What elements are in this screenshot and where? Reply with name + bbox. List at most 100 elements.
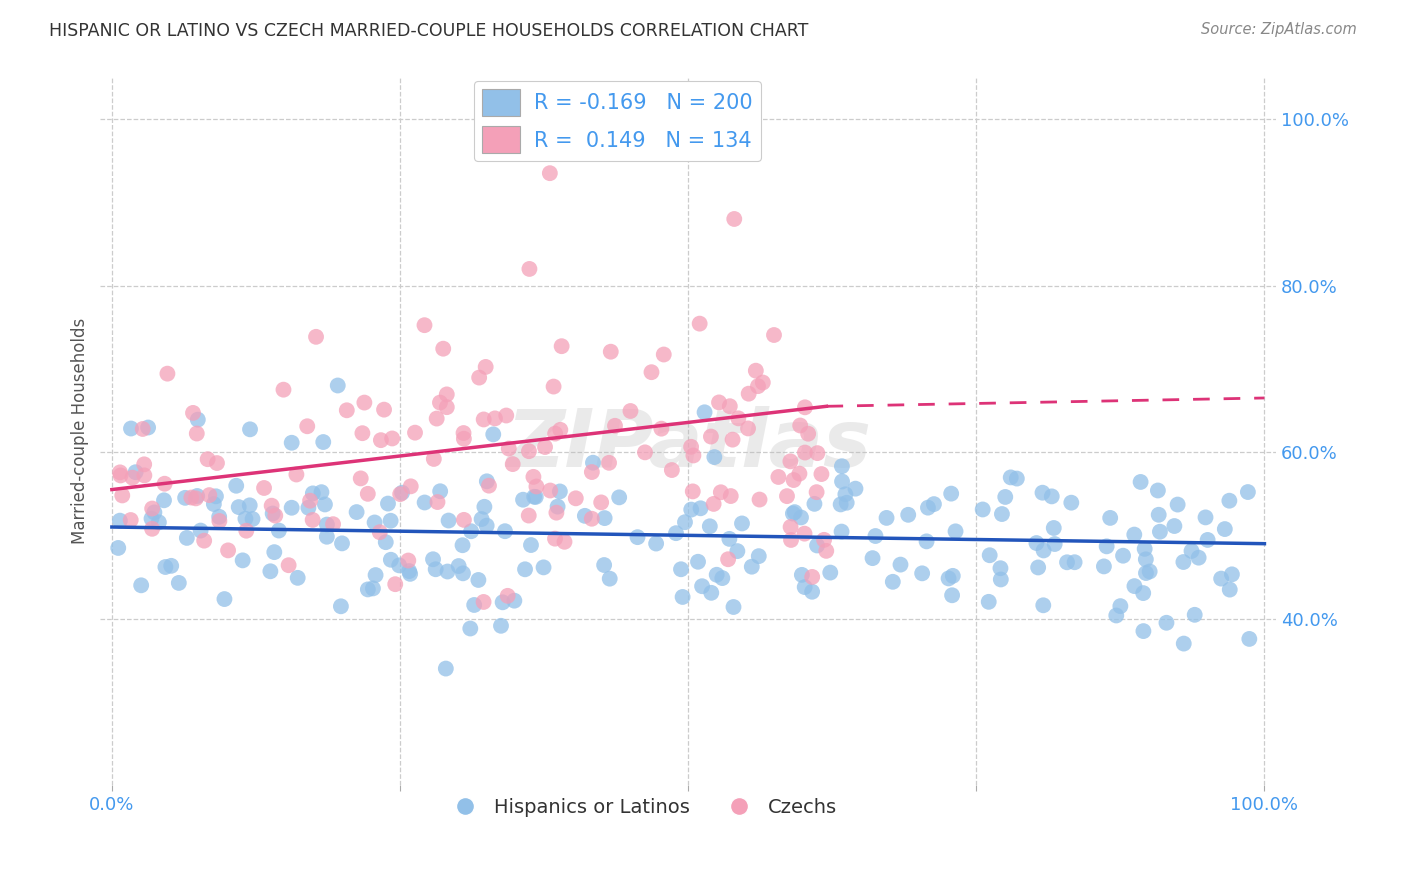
- Point: [599, 344, 621, 359]
- Point: [1005, 471, 1028, 485]
- Point: [534, 440, 557, 454]
- Point: [776, 489, 799, 503]
- Point: [425, 562, 447, 576]
- Point: [820, 566, 842, 580]
- Point: [806, 485, 828, 500]
- Point: [553, 534, 575, 549]
- Point: [689, 317, 711, 331]
- Point: [472, 595, 495, 609]
- Point: [700, 586, 723, 600]
- Point: [718, 532, 741, 546]
- Point: [1025, 536, 1047, 550]
- Point: [235, 512, 257, 526]
- Point: [285, 467, 308, 482]
- Point: [474, 500, 496, 514]
- Point: [436, 400, 458, 414]
- Point: [806, 539, 828, 553]
- Point: [544, 532, 567, 546]
- Point: [626, 530, 648, 544]
- Point: [423, 452, 446, 467]
- Point: [186, 426, 208, 441]
- Point: [134, 458, 156, 472]
- Point: [526, 479, 548, 493]
- Point: [533, 560, 555, 574]
- Point: [273, 383, 295, 397]
- Point: [380, 553, 402, 567]
- Point: [370, 433, 392, 447]
- Point: [482, 427, 505, 442]
- Point: [581, 465, 603, 479]
- Point: [741, 559, 763, 574]
- Point: [1147, 483, 1170, 498]
- Point: [876, 511, 898, 525]
- Point: [326, 378, 349, 392]
- Point: [938, 571, 960, 585]
- Point: [520, 538, 543, 552]
- Point: [384, 577, 406, 591]
- Point: [463, 598, 485, 612]
- Point: [181, 406, 204, 420]
- Point: [619, 404, 641, 418]
- Point: [312, 435, 335, 450]
- Point: [350, 471, 373, 485]
- Point: [1040, 489, 1063, 503]
- Point: [835, 496, 858, 510]
- Point: [217, 543, 239, 558]
- Point: [299, 493, 322, 508]
- Point: [1173, 555, 1195, 569]
- Point: [522, 470, 544, 484]
- Point: [1139, 565, 1161, 579]
- Point: [253, 481, 276, 495]
- Point: [474, 359, 496, 374]
- Text: HISPANIC OR LATINO VS CZECH MARRIED-COUPLE HOUSEHOLDS CORRELATION CHART: HISPANIC OR LATINO VS CZECH MARRIED-COUP…: [49, 22, 808, 40]
- Point: [121, 470, 143, 484]
- Point: [721, 433, 744, 447]
- Point: [991, 507, 1014, 521]
- Point: [794, 401, 817, 415]
- Point: [650, 422, 672, 436]
- Point: [1180, 544, 1202, 558]
- Legend: Hispanics or Latinos, Czechs: Hispanics or Latinos, Czechs: [437, 790, 845, 825]
- Point: [502, 457, 524, 471]
- Point: [330, 536, 353, 550]
- Point: [780, 533, 803, 547]
- Point: [399, 566, 422, 581]
- Point: [748, 549, 770, 563]
- Point: [399, 479, 422, 493]
- Point: [703, 450, 725, 464]
- Point: [703, 497, 725, 511]
- Point: [598, 456, 620, 470]
- Point: [381, 432, 404, 446]
- Point: [259, 564, 281, 578]
- Point: [911, 566, 934, 581]
- Point: [437, 514, 460, 528]
- Point: [208, 509, 231, 524]
- Point: [1133, 541, 1156, 556]
- Point: [160, 558, 183, 573]
- Point: [512, 492, 534, 507]
- Point: [108, 514, 131, 528]
- Point: [148, 516, 170, 530]
- Point: [280, 435, 302, 450]
- Point: [762, 328, 785, 343]
- Point: [494, 524, 516, 539]
- Point: [990, 561, 1012, 575]
- Point: [1042, 521, 1064, 535]
- Point: [1237, 485, 1260, 500]
- Point: [426, 411, 449, 425]
- Point: [517, 444, 540, 458]
- Point: [574, 508, 596, 523]
- Point: [794, 445, 817, 459]
- Point: [979, 548, 1001, 562]
- Point: [990, 573, 1012, 587]
- Point: [1000, 470, 1022, 484]
- Point: [737, 421, 759, 435]
- Point: [205, 489, 228, 503]
- Point: [607, 491, 630, 505]
- Point: [267, 524, 290, 538]
- Point: [460, 524, 482, 539]
- Point: [1099, 511, 1122, 525]
- Point: [731, 516, 754, 531]
- Point: [280, 500, 302, 515]
- Point: [1197, 533, 1219, 547]
